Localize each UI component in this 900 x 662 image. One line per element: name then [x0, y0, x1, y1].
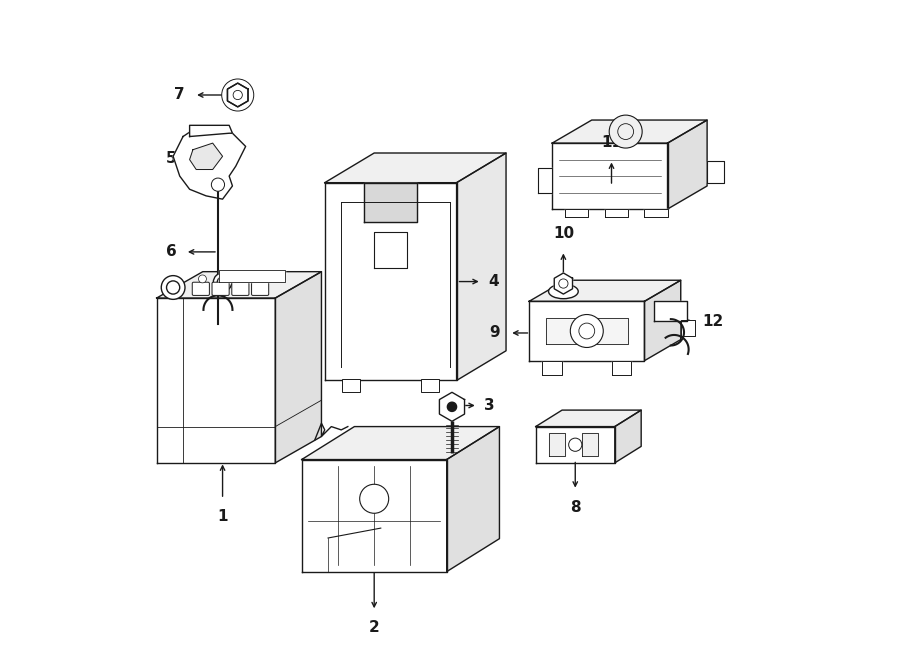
Text: 11: 11 — [601, 135, 622, 150]
Polygon shape — [364, 183, 417, 222]
Text: 6: 6 — [166, 244, 176, 260]
Text: 10: 10 — [553, 226, 574, 242]
Polygon shape — [529, 280, 680, 301]
Polygon shape — [275, 271, 321, 463]
Polygon shape — [553, 120, 707, 143]
Polygon shape — [536, 426, 615, 463]
Polygon shape — [173, 130, 246, 199]
Circle shape — [199, 275, 206, 283]
Polygon shape — [549, 433, 565, 456]
Polygon shape — [302, 459, 446, 571]
FancyBboxPatch shape — [421, 379, 439, 393]
Polygon shape — [707, 161, 724, 183]
Text: 4: 4 — [488, 274, 499, 289]
Polygon shape — [565, 209, 589, 217]
Polygon shape — [190, 143, 222, 169]
Text: 12: 12 — [702, 314, 723, 328]
Text: 3: 3 — [484, 398, 495, 413]
Polygon shape — [439, 393, 464, 421]
Polygon shape — [157, 298, 275, 463]
Polygon shape — [537, 168, 553, 193]
Polygon shape — [456, 153, 506, 381]
Circle shape — [579, 323, 595, 339]
Polygon shape — [615, 410, 641, 463]
Text: 2: 2 — [369, 620, 380, 635]
FancyBboxPatch shape — [342, 379, 360, 393]
Polygon shape — [446, 426, 500, 571]
FancyBboxPatch shape — [252, 282, 269, 295]
Polygon shape — [553, 143, 668, 209]
Text: 1: 1 — [217, 509, 228, 524]
Circle shape — [217, 277, 228, 287]
Polygon shape — [545, 318, 628, 344]
FancyBboxPatch shape — [212, 282, 230, 295]
Circle shape — [617, 124, 634, 140]
Circle shape — [221, 79, 254, 111]
Polygon shape — [325, 153, 506, 183]
FancyBboxPatch shape — [193, 282, 210, 295]
Circle shape — [212, 178, 224, 191]
Circle shape — [161, 275, 185, 299]
Polygon shape — [157, 271, 321, 298]
Polygon shape — [228, 83, 248, 107]
Polygon shape — [220, 270, 285, 282]
Text: 5: 5 — [166, 151, 176, 166]
Circle shape — [447, 402, 456, 411]
Text: 9: 9 — [490, 326, 500, 340]
Circle shape — [559, 279, 568, 288]
Polygon shape — [374, 232, 407, 268]
Polygon shape — [605, 209, 628, 217]
Polygon shape — [554, 273, 572, 294]
Polygon shape — [543, 361, 562, 375]
Polygon shape — [581, 433, 598, 456]
Text: 7: 7 — [175, 87, 185, 103]
Polygon shape — [325, 183, 456, 381]
Circle shape — [360, 485, 389, 513]
Polygon shape — [529, 301, 644, 361]
Polygon shape — [536, 410, 641, 426]
Polygon shape — [680, 320, 695, 336]
Text: 8: 8 — [570, 500, 580, 515]
Polygon shape — [654, 301, 688, 321]
Circle shape — [166, 281, 180, 294]
Polygon shape — [302, 426, 500, 459]
Polygon shape — [190, 125, 232, 136]
Polygon shape — [668, 120, 707, 209]
Polygon shape — [644, 209, 668, 217]
Polygon shape — [228, 83, 248, 107]
Circle shape — [609, 115, 643, 148]
Circle shape — [213, 273, 232, 291]
Ellipse shape — [549, 284, 578, 299]
FancyBboxPatch shape — [232, 282, 249, 295]
Polygon shape — [611, 361, 631, 375]
Circle shape — [569, 438, 581, 451]
Polygon shape — [644, 280, 680, 361]
Circle shape — [571, 314, 603, 348]
Circle shape — [233, 91, 242, 99]
